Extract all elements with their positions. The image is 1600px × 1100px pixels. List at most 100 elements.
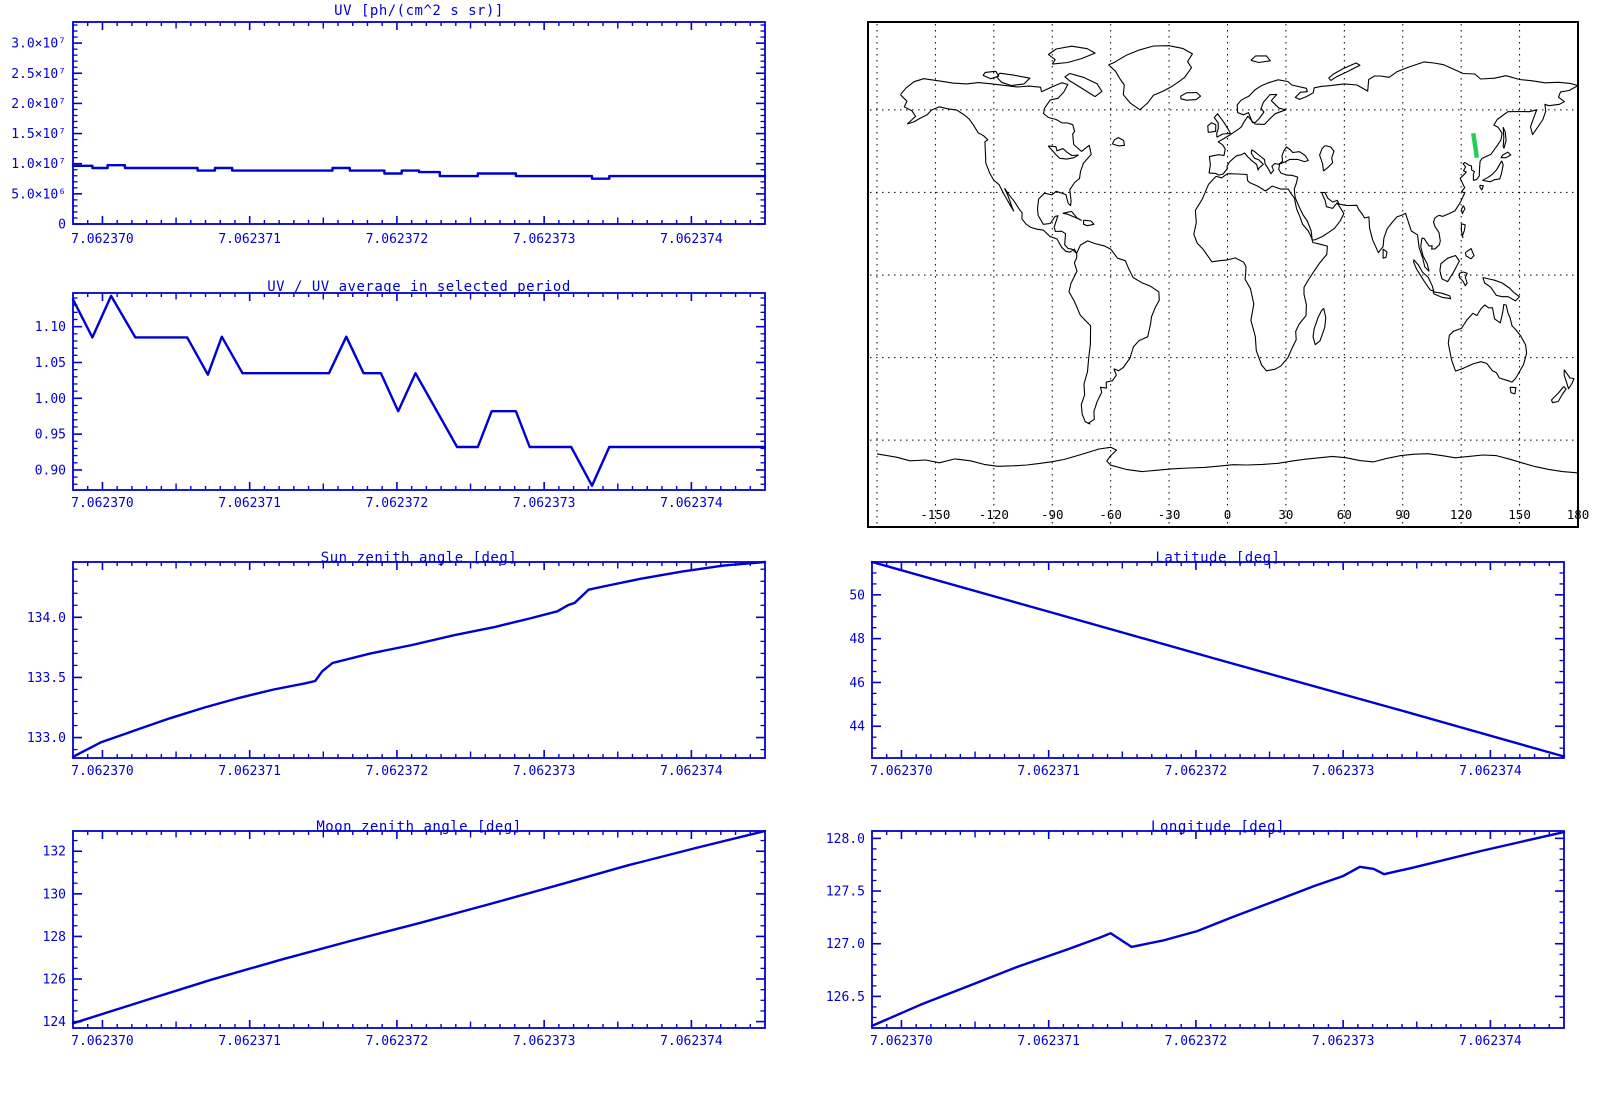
x-tick-label: 7.062372: [366, 1034, 429, 1049]
coastline: [1460, 223, 1466, 239]
coastline: [1068, 240, 1160, 425]
coastlines-group: [876, 45, 1577, 474]
x-tick-label: 7.062370: [71, 232, 134, 247]
coastline: [1319, 145, 1335, 172]
y-tick-label: 0: [58, 218, 66, 233]
plot-box: [72, 292, 766, 491]
moon-zenith-panel: Moon zenith angle [deg] 7.062370 7.062371…: [0, 809, 800, 1061]
coastline: [1464, 248, 1475, 260]
data-series-line: [71, 164, 767, 180]
x-tick-label: 7.062371: [218, 764, 281, 779]
x-tick-label: 7.062371: [1017, 764, 1080, 779]
x-tick-label: 7.062374: [660, 232, 723, 247]
coastline: [1439, 254, 1460, 283]
map-lon-label: -150: [920, 507, 950, 522]
latitude-plot: 7.062370 7.062371 7.062372 7.062373 7.062374…: [849, 560, 1566, 779]
coastline: [1509, 386, 1517, 395]
coastline: [1550, 386, 1567, 404]
map-border: [867, 21, 1579, 528]
x-tick-label: 7.062370: [71, 496, 134, 511]
coastline: [899, 78, 1092, 254]
map-lon-label: -30: [1158, 507, 1181, 522]
coastline: [1482, 276, 1520, 302]
x-tick-label: 7.062370: [870, 764, 933, 779]
x-tick-label: 7.062371: [218, 496, 281, 511]
coastline: [1213, 113, 1231, 138]
x-tick-label: 7.062370: [71, 764, 134, 779]
y-tick-label: 128: [43, 930, 66, 945]
plot-box: [871, 830, 1565, 1029]
x-tick-label: 7.062374: [1459, 764, 1522, 779]
y-tick-label: 1.10: [35, 320, 66, 335]
coastline: [1208, 61, 1577, 272]
y-tick-label: 2.0×10⁷: [11, 97, 66, 112]
coastline: [1482, 160, 1504, 183]
x-tick-label: 7.062372: [1165, 1034, 1228, 1049]
world-map-plot: -150 -120 -90 -60 -30 0 30 60 90 120 150 180: [867, 21, 1589, 528]
x-tick-label: 7.062372: [366, 496, 429, 511]
y-tick-label: 132: [43, 845, 66, 860]
latitude-panel: Latitude [deg] 7.062370 7.062371 7.062372 7…: [800, 540, 1600, 792]
coastline: [1413, 259, 1435, 292]
coastline: [1447, 303, 1528, 383]
x-tick-label: 7.062373: [513, 764, 576, 779]
x-tick-label: 7.062372: [366, 232, 429, 247]
y-tick-label: 5.0×10⁶: [11, 187, 66, 202]
uv-ratio-panel: UV / UV average in selected period 7.062…: [0, 268, 800, 520]
world-map-panel: -150 -120 -90 -60 -30 0 30 60 90 120 150 180: [800, 0, 1600, 540]
y-tick-label: 3.0×10⁷: [11, 37, 66, 52]
data-series-line: [71, 560, 767, 758]
map-lon-label: -90: [1041, 507, 1064, 522]
coastline: [1047, 45, 1096, 65]
x-tick-label: 7.062373: [513, 496, 576, 511]
y-tick-label: 133.5: [27, 671, 66, 686]
data-series-line: [870, 830, 1566, 1028]
coastline: [1458, 271, 1468, 287]
coastline: [1312, 307, 1327, 346]
y-tick-label: 133.0: [27, 731, 66, 746]
map-lon-label: 60: [1337, 507, 1352, 522]
coastline: [982, 70, 1000, 80]
coastline: [1563, 369, 1575, 390]
y-tick-label: 134.0: [27, 611, 66, 626]
y-tick-label: 127.0: [826, 937, 865, 952]
coastline: [1108, 45, 1193, 111]
coastline: [1328, 62, 1361, 82]
y-tick-label: 1.0×10⁷: [11, 157, 66, 172]
coastline: [876, 446, 1577, 474]
moon-zenith-plot: 7.062370 7.062371 7.062372 7.062373 7.062374…: [43, 829, 767, 1049]
x-tick-label: 7.062370: [870, 1034, 933, 1049]
x-tick-label: 7.062370: [71, 1034, 134, 1049]
y-tick-label: 46: [849, 676, 865, 691]
x-tick-label: 7.062371: [218, 1034, 281, 1049]
coastline: [1502, 126, 1507, 149]
plot-box: [72, 830, 766, 1029]
map-lon-label: 0: [1224, 507, 1232, 522]
x-tick-label: 7.062373: [1312, 1034, 1375, 1049]
coastline: [1250, 55, 1271, 64]
plot-box: [72, 561, 766, 759]
map-lon-label: 120: [1450, 507, 1473, 522]
x-tick-label: 7.062372: [366, 764, 429, 779]
x-tick-label: 7.062374: [660, 1034, 723, 1049]
uv-flux-title: UV [ph/(cm^2 s sr)]: [334, 3, 504, 19]
y-tick-label: 50: [849, 588, 865, 603]
x-tick-label: 7.062373: [513, 232, 576, 247]
ground-track: [1471, 132, 1480, 158]
data-series-line: [870, 560, 1566, 758]
data-series-line: [71, 829, 767, 1025]
plot-box: [871, 561, 1565, 759]
uv-flux-panel: UV [ph/(cm^2 s sr)] 7.062370 7.062371 7.06…: [0, 0, 800, 262]
x-tick-label: 7.062374: [1459, 1034, 1522, 1049]
x-tick-label: 7.062374: [660, 496, 723, 511]
x-tick-label: 7.062371: [218, 232, 281, 247]
coastline: [1064, 72, 1103, 98]
sun-zenith-plot: 7.062370 7.062371 7.062372 7.062373 7.062374…: [27, 560, 767, 779]
coastline: [1500, 151, 1512, 159]
x-tick-label: 7.062371: [1017, 1034, 1080, 1049]
y-tick-label: 127.5: [826, 885, 865, 900]
y-tick-label: 124: [43, 1015, 67, 1030]
coastline: [996, 72, 1031, 87]
x-tick-label: 7.062374: [660, 764, 723, 779]
y-tick-label: 2.5×10⁷: [11, 67, 66, 82]
